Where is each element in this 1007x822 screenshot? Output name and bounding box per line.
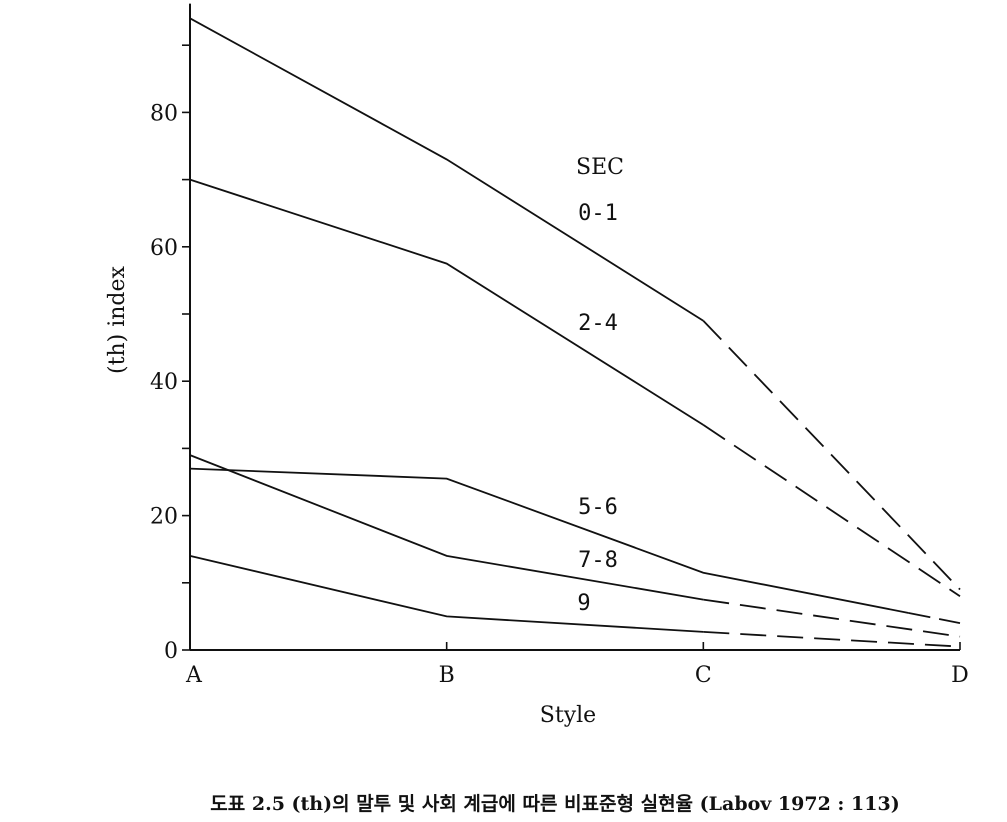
series-line-solid-9 bbox=[189, 555, 704, 633]
series-line-dashed-5-6 bbox=[908, 612, 961, 624]
x-tick-label: C bbox=[695, 663, 712, 688]
series-line-solid-2-4 bbox=[189, 178, 704, 426]
x-axis-ticks: A B C D bbox=[185, 642, 969, 688]
series-label-0-1: 0-1 bbox=[578, 201, 618, 226]
legend-title: SEC bbox=[576, 155, 624, 180]
series-labels: 0-1 2-4 5-6 7-8 9 bbox=[577, 201, 618, 616]
series-line-solid-5-6 bbox=[189, 467, 909, 614]
series-line-dashed-2-4 bbox=[702, 424, 961, 597]
series-label-9: 9 bbox=[577, 591, 590, 616]
series-lines bbox=[189, 17, 961, 648]
series-label-2-4: 2-4 bbox=[578, 311, 618, 336]
y-axis-ticks: 0 20 40 60 80 bbox=[150, 44, 190, 664]
series-label-7-8: 7-8 bbox=[578, 548, 618, 573]
axes bbox=[189, 3, 960, 651]
x-tick-label: A bbox=[185, 663, 203, 688]
y-tick-label: 80 bbox=[150, 101, 178, 126]
series-label-5-6: 5-6 bbox=[578, 495, 618, 520]
series-line-dashed-7-8 bbox=[703, 598, 961, 638]
figure-caption: 도표 2.5 (th)의 말투 및 사회 계급에 따른 비표준형 실현율 (La… bbox=[210, 793, 899, 815]
y-axis-title: (th) index bbox=[105, 265, 130, 373]
x-tick-label: B bbox=[439, 663, 455, 688]
series-line-solid-7-8 bbox=[189, 454, 704, 601]
y-tick-label: 0 bbox=[164, 639, 178, 664]
x-tick-label: D bbox=[951, 663, 969, 688]
series-line-dashed-9 bbox=[703, 631, 961, 648]
series-line-solid-0-1 bbox=[189, 17, 704, 322]
y-tick-label: 40 bbox=[150, 370, 178, 395]
x-axis-title: Style bbox=[540, 703, 596, 728]
y-tick-label: 20 bbox=[150, 505, 178, 530]
y-tick-label: 60 bbox=[150, 236, 178, 261]
series-line-dashed-0-1 bbox=[702, 320, 961, 591]
